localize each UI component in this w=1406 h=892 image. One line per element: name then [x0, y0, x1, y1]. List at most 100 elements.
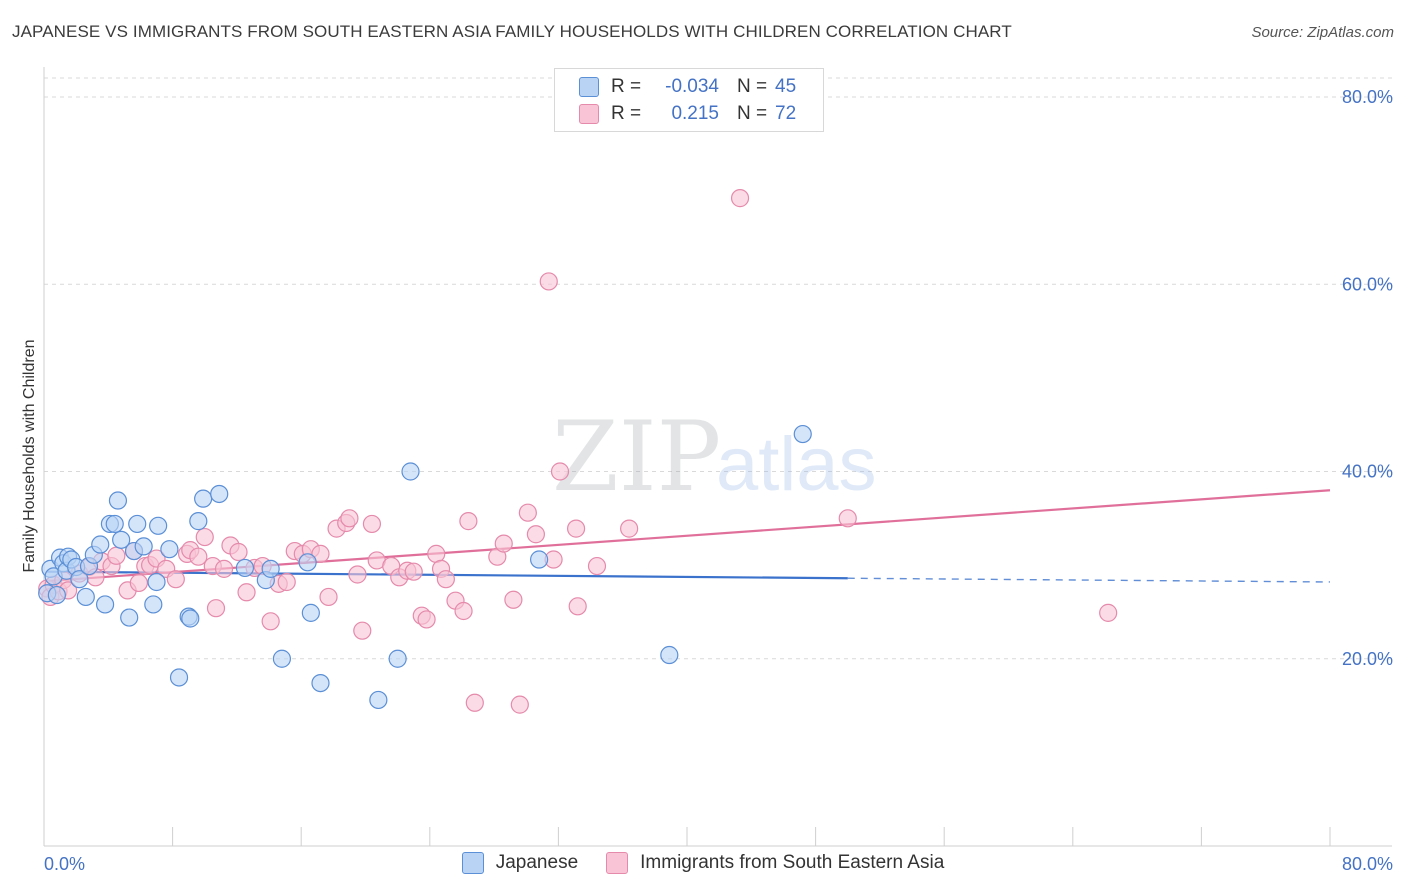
watermark: ZIP atlas: [552, 401, 877, 513]
sea-point: [526, 525, 545, 544]
sea-point: [261, 612, 280, 631]
legend-item-japanese[interactable]: Japanese: [461, 852, 578, 874]
japanese-point: [105, 514, 124, 534]
sea-point: [107, 546, 126, 565]
sea-point: [348, 565, 367, 584]
sea-point: [417, 610, 436, 629]
legend-row-japanese: R = -0.034 N = 45: [579, 75, 796, 99]
sea-point: [195, 527, 214, 547]
sea-point: [465, 693, 484, 712]
japanese-point: [91, 535, 110, 554]
sea-point: [340, 509, 359, 528]
japanese-point: [128, 514, 147, 534]
sea-point: [353, 621, 372, 640]
japanese-point: [793, 424, 812, 444]
watermark-zip: ZIP: [552, 401, 721, 513]
sea-point: [189, 547, 208, 566]
n-label: N =: [737, 76, 768, 97]
sea-swatch: [606, 852, 629, 874]
chart-source: Source: ZipAtlas.com: [1251, 24, 1394, 41]
gridlines: [43, 77, 1392, 846]
sea-point: [539, 272, 558, 291]
sea-point: [1099, 603, 1118, 622]
japanese-point: [181, 609, 200, 628]
x-tick-label: 80.0%: [1342, 854, 1393, 874]
legend-row-sea: R = 0.215 N = 72: [579, 102, 796, 126]
legend-item-sea[interactable]: Immigrants from South Eastern Asia: [606, 852, 944, 874]
sea-point: [166, 570, 185, 589]
r-label: R =: [611, 103, 642, 124]
japanese-point: [120, 608, 139, 627]
sea-point: [311, 544, 330, 563]
japanese-point: [95, 595, 115, 614]
japanese-point: [108, 491, 128, 510]
sea-point: [206, 599, 226, 618]
japanese-point: [194, 489, 213, 508]
sea-point: [518, 503, 537, 522]
y-tick-label: 60.0%: [1342, 274, 1393, 294]
y-tick-label: 20.0%: [1342, 649, 1393, 669]
japanese-point: [388, 649, 407, 668]
japanese-point: [47, 585, 66, 605]
sea-point: [504, 590, 523, 609]
japanese-point: [169, 668, 189, 687]
sea-point: [587, 556, 607, 576]
japanese-point: [369, 690, 388, 710]
japanese-point: [76, 587, 95, 607]
sea-point: [454, 601, 473, 621]
sea-point: [730, 189, 750, 208]
japanese-point: [401, 462, 420, 481]
sea-point: [129, 573, 148, 593]
japanese-point: [298, 553, 317, 572]
japanese-swatch: [579, 77, 599, 97]
tick-labels: 20.0% 40.0% 60.0% 80.0% 0.0% 80.0%: [44, 87, 1393, 874]
sea-point: [214, 559, 234, 578]
japanese-point: [210, 484, 229, 504]
japanese-point: [149, 516, 168, 535]
japanese-point: [311, 673, 330, 693]
sea-point: [404, 562, 423, 581]
n-label: N =: [737, 103, 768, 124]
sea-point: [427, 544, 446, 563]
japanese-point: [144, 595, 163, 614]
japanese-point: [235, 558, 255, 578]
n-value: 45: [775, 76, 797, 97]
data-points: [38, 189, 1118, 714]
r-label: R =: [611, 76, 642, 97]
japanese-point: [301, 603, 320, 622]
sea-point: [620, 519, 639, 538]
japanese-point: [530, 550, 549, 569]
n-value: 72: [775, 103, 797, 124]
japanese-point: [660, 645, 679, 665]
japanese-point: [160, 540, 179, 559]
sea-point: [459, 512, 478, 531]
r-value: -0.034: [665, 76, 719, 97]
japanese-point: [261, 559, 280, 578]
sea-point: [510, 695, 529, 714]
sea-point: [237, 583, 256, 602]
sea-point: [568, 597, 587, 616]
sea-point: [494, 534, 513, 553]
japanese-point: [189, 512, 208, 531]
sea-point: [277, 572, 296, 592]
y-tick-label: 40.0%: [1342, 462, 1393, 482]
sea-swatch: [579, 104, 599, 124]
sea-point: [436, 570, 455, 589]
chart-title: JAPANESE VS IMMIGRANTS FROM SOUTH EASTER…: [12, 22, 1012, 41]
sea-point: [550, 462, 570, 481]
japanese-point: [147, 572, 166, 592]
correlation-legend: R = -0.034 N = 45 R = 0.215 N = 72: [554, 68, 824, 132]
series-legend: Japanese Immigrants from South Eastern A…: [0, 852, 1406, 874]
legend-label-sea: Immigrants from South Eastern Asia: [640, 852, 945, 873]
axes: [43, 67, 1392, 847]
japanese-point: [134, 537, 153, 556]
y-tick-label: 80.0%: [1342, 87, 1393, 107]
sea-point: [362, 514, 382, 534]
japanese-swatch: [461, 852, 484, 874]
y-axis-label: Family Households with Children: [21, 340, 38, 573]
japanese-point: [272, 649, 292, 668]
sea-point: [319, 587, 338, 607]
japanese-point: [112, 530, 131, 549]
r-value: 0.215: [671, 103, 719, 124]
